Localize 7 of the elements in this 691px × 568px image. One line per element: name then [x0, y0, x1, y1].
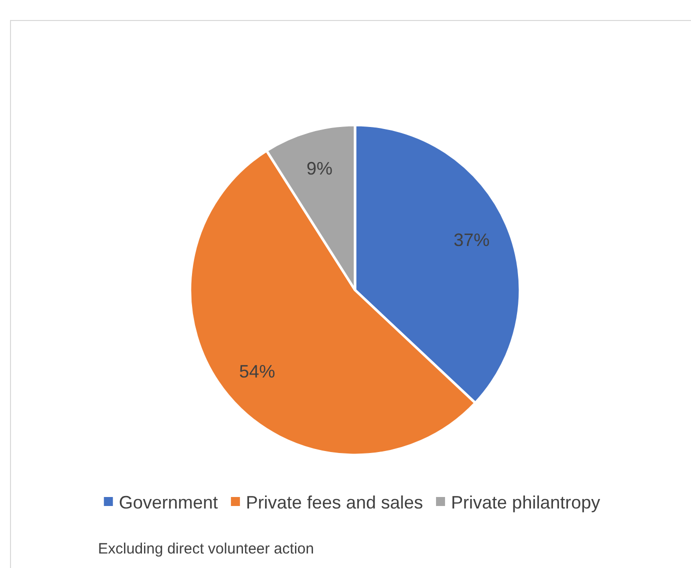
data-label: 9%: [306, 158, 333, 178]
legend-label: Private fees and sales: [246, 492, 424, 512]
data-label: 54%: [239, 361, 276, 382]
text: Excluding direct volunteer action: [98, 540, 314, 558]
legend-label: Private philantropy: [451, 492, 600, 512]
legend-label: Government: [118, 492, 218, 512]
data-label: 37%: [454, 230, 490, 250]
